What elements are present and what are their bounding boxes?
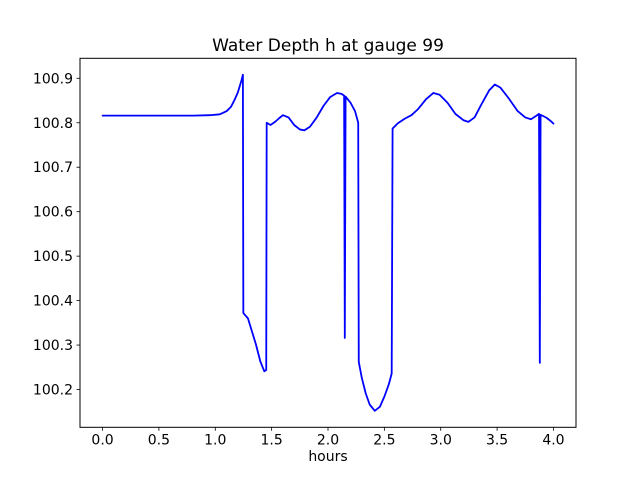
y-tick-label: 100.6: [33, 205, 73, 221]
x-tick-label: 4.0: [542, 432, 564, 448]
y-tick-label: 100.4: [33, 294, 73, 310]
y-tick-label: 100.8: [33, 116, 73, 132]
x-tick-label: 0.5: [148, 432, 170, 448]
x-tick-label: 2.5: [373, 432, 395, 448]
x-tick-label: 3.5: [486, 432, 508, 448]
y-tick-label: 100.3: [33, 338, 73, 354]
y-tick-label: 100.9: [33, 71, 73, 87]
x-tick-label: 0.0: [91, 432, 113, 448]
plot-area: [79, 57, 577, 428]
x-tick-label: 1.0: [204, 432, 226, 448]
x-tick-label: 3.0: [430, 432, 452, 448]
x-axis-label: hours: [308, 449, 348, 465]
chart-title: Water Depth h at gauge 99: [212, 36, 444, 56]
x-tick-label: 1.5: [261, 432, 283, 448]
y-tick-label: 100.2: [33, 383, 73, 399]
water-depth-line: [101, 73, 555, 412]
y-tick-label: 100.5: [33, 249, 73, 265]
x-tick-label: 2.0: [317, 432, 339, 448]
y-tick-label: 100.7: [33, 160, 73, 176]
